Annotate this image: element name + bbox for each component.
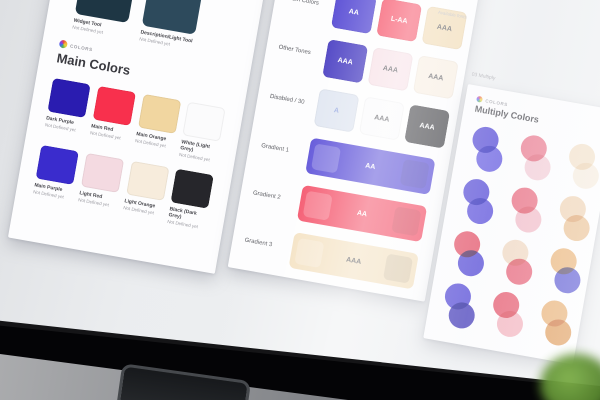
row-label: Disabled / 30 — [269, 93, 305, 106]
multiply-pair — [533, 298, 580, 350]
gradient-bar: AA — [305, 137, 436, 195]
row-swatches: A AAA AAA — [313, 88, 451, 149]
palette-icon — [476, 95, 484, 103]
bar-end-swatch — [382, 253, 414, 284]
contrast-swatch: AA — [330, 0, 377, 35]
swatch-color — [80, 152, 124, 193]
multiply-pair — [485, 289, 532, 341]
multiply-pair — [446, 229, 493, 281]
swatch-color — [141, 0, 203, 35]
swatch-color — [35, 144, 79, 185]
multiply-pair — [494, 237, 541, 289]
color-swatch-description-light-tool: Description/Light Tool Not Defined yet — [139, 0, 203, 51]
swatch-color — [47, 77, 91, 118]
bar-end-swatch — [302, 190, 333, 221]
multiply-pair — [512, 133, 559, 185]
bar-label: AAA — [345, 256, 362, 266]
multiply-pair — [561, 141, 600, 193]
multiply-pair — [551, 194, 598, 246]
row-swatches: AAA AAA AAA — [322, 39, 459, 100]
contrast-swatch: AAA — [367, 47, 414, 92]
multiply-pair — [503, 185, 550, 237]
contrast-swatch: AAA — [322, 39, 369, 84]
multiply-pair — [436, 281, 483, 333]
swatch-color — [170, 168, 215, 209]
contrast-swatch: AAA — [412, 55, 459, 100]
swatch-color — [125, 160, 170, 201]
row-label: Main Colors — [286, 0, 320, 7]
color-swatch-main-orange: Main Orange Not Defined yet — [134, 93, 183, 156]
multiply-pair — [542, 246, 589, 298]
color-swatch-light-orange: Light Orange Not Defined yet — [122, 160, 171, 223]
bar-label: AA — [364, 161, 376, 171]
contrast-swatch: A — [313, 88, 360, 133]
row-label: Other Tones — [278, 44, 312, 57]
color-swatch-widget-tool: Widget Tool Not Defined yet — [72, 0, 136, 39]
palette-icon — [58, 39, 68, 49]
bar-label: AA — [356, 209, 368, 218]
gradient-bar: AA — [296, 184, 428, 243]
bar-end-swatch — [391, 206, 422, 237]
gradient-bar: AAA — [288, 232, 419, 290]
bar-end-swatch — [294, 237, 325, 269]
contrast-swatch: AAA — [358, 96, 405, 141]
multiply-pair — [464, 124, 511, 176]
row-label: Gradient 2 — [252, 190, 282, 202]
color-swatch-main-purple: Main Purple Not Defined yet — [32, 144, 81, 207]
row-label: Gradient 1 — [260, 143, 290, 154]
multiply-pairs-grid — [436, 124, 600, 349]
bar-end-swatch — [310, 143, 342, 174]
bar-end-swatch — [399, 158, 430, 190]
color-swatch-dark-purple: Dark Purple Not Defined yet — [44, 77, 93, 140]
eyebrow-label: COLORS — [69, 42, 94, 52]
swatch-color — [137, 93, 181, 134]
contrast-swatch: AAA — [404, 104, 451, 149]
color-swatch-light-red: Light Red Not Defined yet — [77, 152, 126, 215]
color-swatch-main-red: Main Red Not Defined yet — [89, 85, 138, 148]
row-label: Gradient 3 — [244, 237, 273, 249]
color-swatch-white: White (Light Grey) Not Defined yet — [179, 101, 228, 164]
swatch-color — [182, 101, 226, 142]
contrast-swatch: L-AA — [376, 0, 423, 43]
color-swatch-black: Black (Dark Grey) Not Defined yet — [167, 168, 216, 231]
multiply-pair — [455, 177, 502, 229]
swatch-color — [92, 85, 136, 126]
main-colors-grid: Dark Purple Not Defined yet Main Red Not… — [32, 77, 228, 231]
